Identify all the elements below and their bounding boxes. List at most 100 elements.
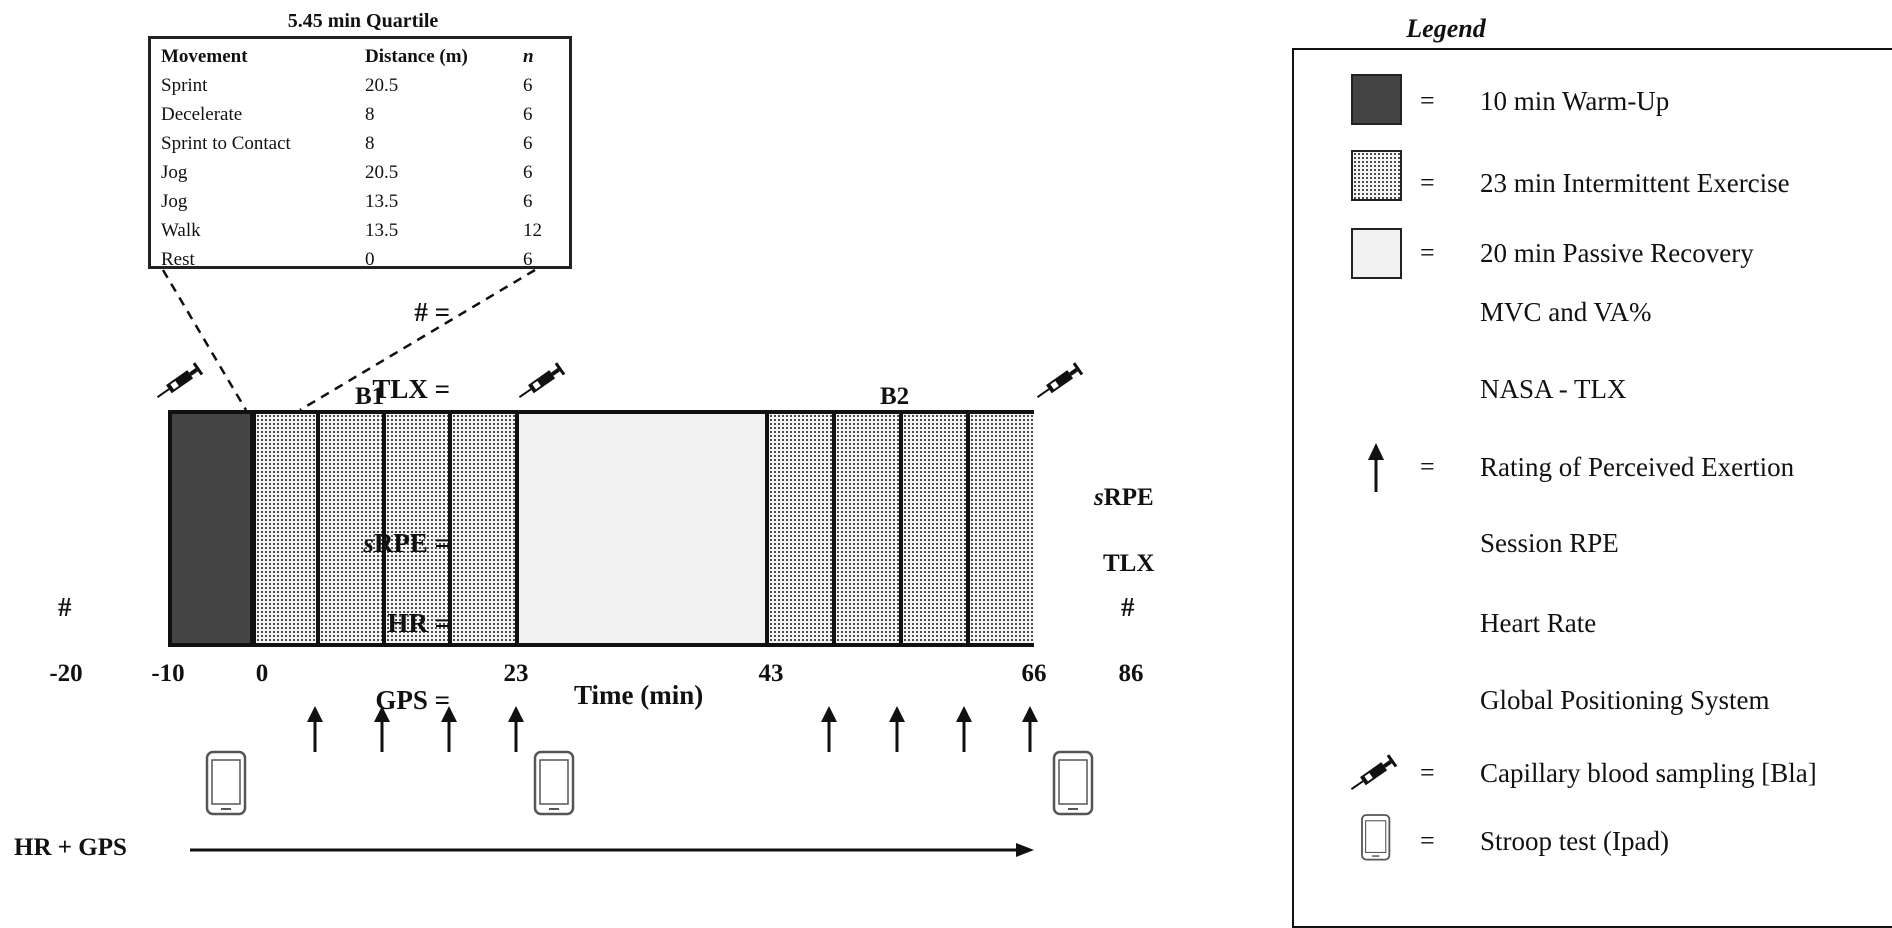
cell-n: 6 <box>523 162 533 183</box>
legend-text: Session RPE <box>1480 528 1619 558</box>
mvc-marker-right: # <box>1121 592 1135 622</box>
legend-equals: = <box>1420 238 1435 267</box>
table-header-row: Movement Distance (m) n <box>161 42 553 71</box>
up-arrow-icon <box>956 706 972 752</box>
quartile-title: 5.45 min Quartile <box>287 10 439 32</box>
exercise-quartile <box>448 414 515 643</box>
cell-distance: 20.5 <box>365 75 399 96</box>
block-label-b1: B1 <box>355 383 385 410</box>
cell-movement: Decelerate <box>161 104 243 125</box>
warmup-block <box>172 414 250 643</box>
srpe-marker: sRPE <box>1094 484 1154 512</box>
legend-equals: = <box>1420 168 1435 197</box>
up-arrow-icon <box>508 706 524 752</box>
tick-label: 66 <box>1021 660 1047 687</box>
syringe-icon <box>514 361 567 404</box>
tablet-icon <box>533 750 575 816</box>
column-header-distance: Distance (m) <box>365 46 468 67</box>
legend-symbol: TLX = <box>372 374 450 404</box>
up-arrow-icon <box>1022 706 1038 752</box>
hr-gps-label: HR + GPS <box>14 834 127 861</box>
legend-equals: = <box>1420 826 1435 855</box>
cell-distance: 8 <box>365 104 375 125</box>
timeline-bar <box>168 410 1034 647</box>
cell-movement: Sprint to Contact <box>161 133 291 154</box>
legend-symbol-prefix: s <box>363 528 374 558</box>
cell-distance: 20.5 <box>365 162 399 183</box>
legend-symbol: sRPE = <box>363 528 450 559</box>
legend-text: Capillary blood sampling [Bla] <box>1480 758 1817 788</box>
block-label-b2: B2 <box>880 383 910 410</box>
exercise-quartile <box>316 414 382 643</box>
exercise-quartile <box>832 414 899 643</box>
cell-distance: 13.5 <box>365 220 399 241</box>
exercise-quartile <box>765 414 832 643</box>
srpe-prefix: s <box>1094 484 1104 511</box>
cell-distance: 8 <box>365 133 375 154</box>
legend-swatch-exercise <box>1351 150 1402 201</box>
legend-text: Heart Rate <box>1480 608 1597 638</box>
table-row: Jog 20.5 6 <box>161 158 553 187</box>
quartile-table-box: Movement Distance (m) n Sprint 20.5 6 Dece… <box>148 36 572 270</box>
legend-swatch-recovery <box>1351 228 1402 279</box>
table-row: Decelerate 8 6 <box>161 100 553 129</box>
cell-distance: 0 <box>365 249 375 270</box>
hr-gps-arrow <box>190 843 1034 857</box>
legend-text: Rating of Perceived Exertion <box>1480 452 1795 482</box>
tlx-marker: TLX <box>1103 550 1155 577</box>
column-header-movement: Movement <box>161 46 248 67</box>
tick-label: 43 <box>758 660 784 687</box>
up-arrow-icon <box>1368 443 1384 492</box>
legend-text: Global Positioning System <box>1480 685 1770 715</box>
cell-movement: Jog <box>161 162 188 183</box>
zoom-line-right <box>299 268 536 412</box>
mvc-marker-left: # <box>58 592 72 622</box>
up-arrow-icon <box>889 706 905 752</box>
table-row: Jog 13.5 6 <box>161 187 553 216</box>
cell-movement: Rest <box>161 249 195 270</box>
legend-text: NASA - TLX <box>1480 374 1627 404</box>
tick-label: 0 <box>255 660 269 687</box>
tablet-icon <box>205 750 247 816</box>
cell-n: 6 <box>523 249 533 270</box>
up-arrow-icon <box>374 706 390 752</box>
tablet-icon <box>1361 814 1391 861</box>
table-row: Sprint to Contact 8 6 <box>161 129 553 158</box>
column-header-n: n <box>523 46 534 67</box>
legend-swatch-warmup <box>1351 74 1402 125</box>
exercise-quartile <box>966 414 1034 643</box>
cell-movement: Jog <box>161 191 188 212</box>
cell-n: 6 <box>523 75 533 96</box>
quartile-table: Movement Distance (m) n Sprint 20.5 6 Dece… <box>161 42 553 274</box>
legend-equals: = <box>1420 758 1435 787</box>
cell-n: 6 <box>523 104 533 125</box>
srpe-text: RPE <box>1103 484 1154 511</box>
legend-equals: = <box>1420 86 1435 115</box>
legend-text: 10 min Warm-Up <box>1480 86 1670 116</box>
legend-symbol: GPS = <box>375 685 450 715</box>
legend-title: Legend <box>1406 14 1486 43</box>
exercise-quartile <box>382 414 448 643</box>
time-axis-label: Time (min) <box>574 680 704 710</box>
up-arrow-icon <box>441 706 457 752</box>
diagram-overlay <box>152 268 1399 861</box>
exercise-quartile <box>899 414 966 643</box>
cell-distance: 13.5 <box>365 191 399 212</box>
syringe-icon <box>1032 361 1085 404</box>
legend-text: 20 min Passive Recovery <box>1480 238 1754 268</box>
up-arrow-icon <box>307 706 323 752</box>
tick-label: 23 <box>503 660 529 687</box>
tick-label: -20 <box>49 660 83 687</box>
legend-text: Stroop test (Ipad) <box>1480 826 1669 856</box>
cell-movement: Sprint <box>161 75 208 96</box>
cell-n: 6 <box>523 133 533 154</box>
tick-label: -10 <box>151 660 185 687</box>
legend-symbol: HR = <box>387 608 450 638</box>
zoom-line-left <box>161 269 248 411</box>
legend-text: MVC and VA% <box>1480 297 1652 327</box>
table-row: Rest 0 6 <box>161 245 553 274</box>
table-row: Sprint 20.5 6 <box>161 71 553 100</box>
cell-n: 12 <box>523 220 542 241</box>
legend-symbol: # = <box>414 297 450 327</box>
legend-symbol-text: RPE = <box>373 528 450 558</box>
